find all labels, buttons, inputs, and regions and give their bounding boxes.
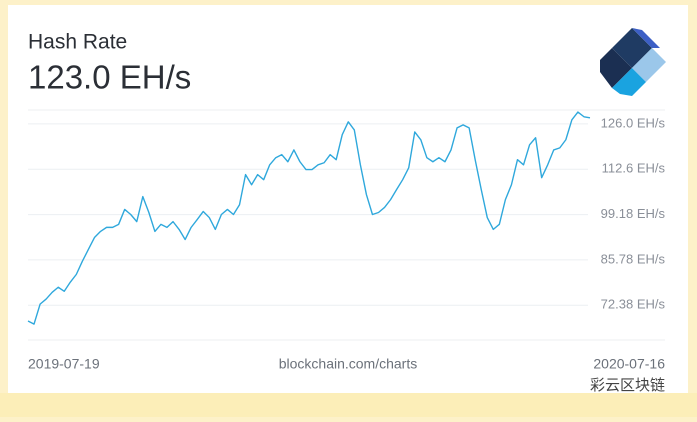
logo	[600, 28, 666, 96]
source: blockchain.com/charts	[279, 356, 418, 372]
headline-value: 123.0 EH/s	[28, 59, 191, 96]
y-tick-label: 72.38 EH/s	[601, 297, 666, 312]
card	[8, 5, 688, 393]
chart-title: Hash Rate	[28, 31, 127, 54]
footer-strip	[0, 393, 697, 417]
data-line	[27, 111, 591, 325]
y-tick-label: 99.18 EH/s	[601, 206, 666, 221]
watermark: 彩云区块链	[590, 377, 665, 394]
x-tick-label: 2020-07-16	[593, 356, 665, 372]
x-tick-label: 2019-07-19	[28, 356, 100, 372]
y-tick-label: 112.6 EH/s	[602, 161, 666, 176]
y-tick-label: 85.78 EH/s	[601, 251, 666, 266]
y-tick-label: 126.0 EH/s	[601, 115, 666, 130]
